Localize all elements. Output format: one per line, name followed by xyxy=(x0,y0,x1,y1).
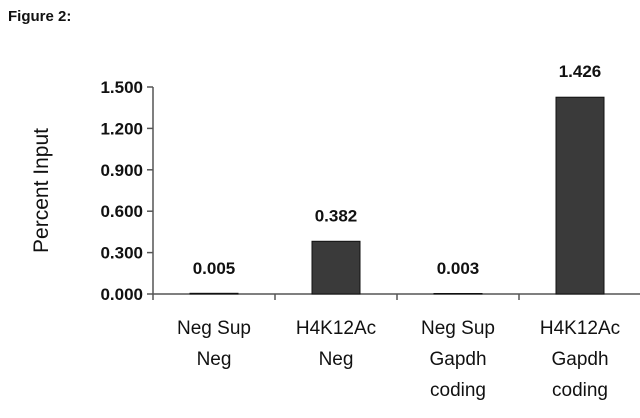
bar xyxy=(311,240,361,295)
bar xyxy=(189,292,239,295)
y-tick-label: 0.900 xyxy=(100,161,143,180)
data-label: 0.003 xyxy=(437,259,480,278)
category-label: coding xyxy=(552,380,608,401)
figure-label: Figure 2: xyxy=(8,8,72,25)
y-axis-title: Percent Input xyxy=(30,128,53,253)
category-label: Neg xyxy=(197,349,232,370)
data-label: 1.426 xyxy=(559,62,602,81)
data-labels: 0.005 0.382 0.003 1.426 xyxy=(193,62,602,278)
chart-bars xyxy=(189,96,605,295)
y-tick-label: 0.600 xyxy=(100,202,143,221)
category-label: Neg Sup xyxy=(421,318,495,339)
category-label: Gapdh xyxy=(429,349,486,370)
bar xyxy=(433,293,483,295)
y-tick-label: 1.200 xyxy=(100,119,143,138)
category-label: H4K12Ac xyxy=(296,318,376,339)
data-label: 0.382 xyxy=(315,206,358,225)
bar xyxy=(555,96,605,295)
category-label: H4K12Ac xyxy=(540,318,620,339)
y-tick-label: 1.500 xyxy=(100,78,143,97)
y-tick-label: 0.000 xyxy=(100,285,143,304)
y-axis-ticks: 0.000 0.300 0.600 0.900 1.200 1.500 xyxy=(100,78,153,304)
category-label: coding xyxy=(430,380,486,401)
data-label: 0.005 xyxy=(193,259,236,278)
category-label: Neg Sup xyxy=(177,318,251,339)
category-label: Gapdh xyxy=(551,349,608,370)
category-label: Neg xyxy=(319,349,354,370)
category-labels: Neg Sup Neg H4K12Ac Neg Neg Sup Gapdh coding H4… xyxy=(177,318,620,401)
y-tick-label: 0.300 xyxy=(100,244,143,263)
